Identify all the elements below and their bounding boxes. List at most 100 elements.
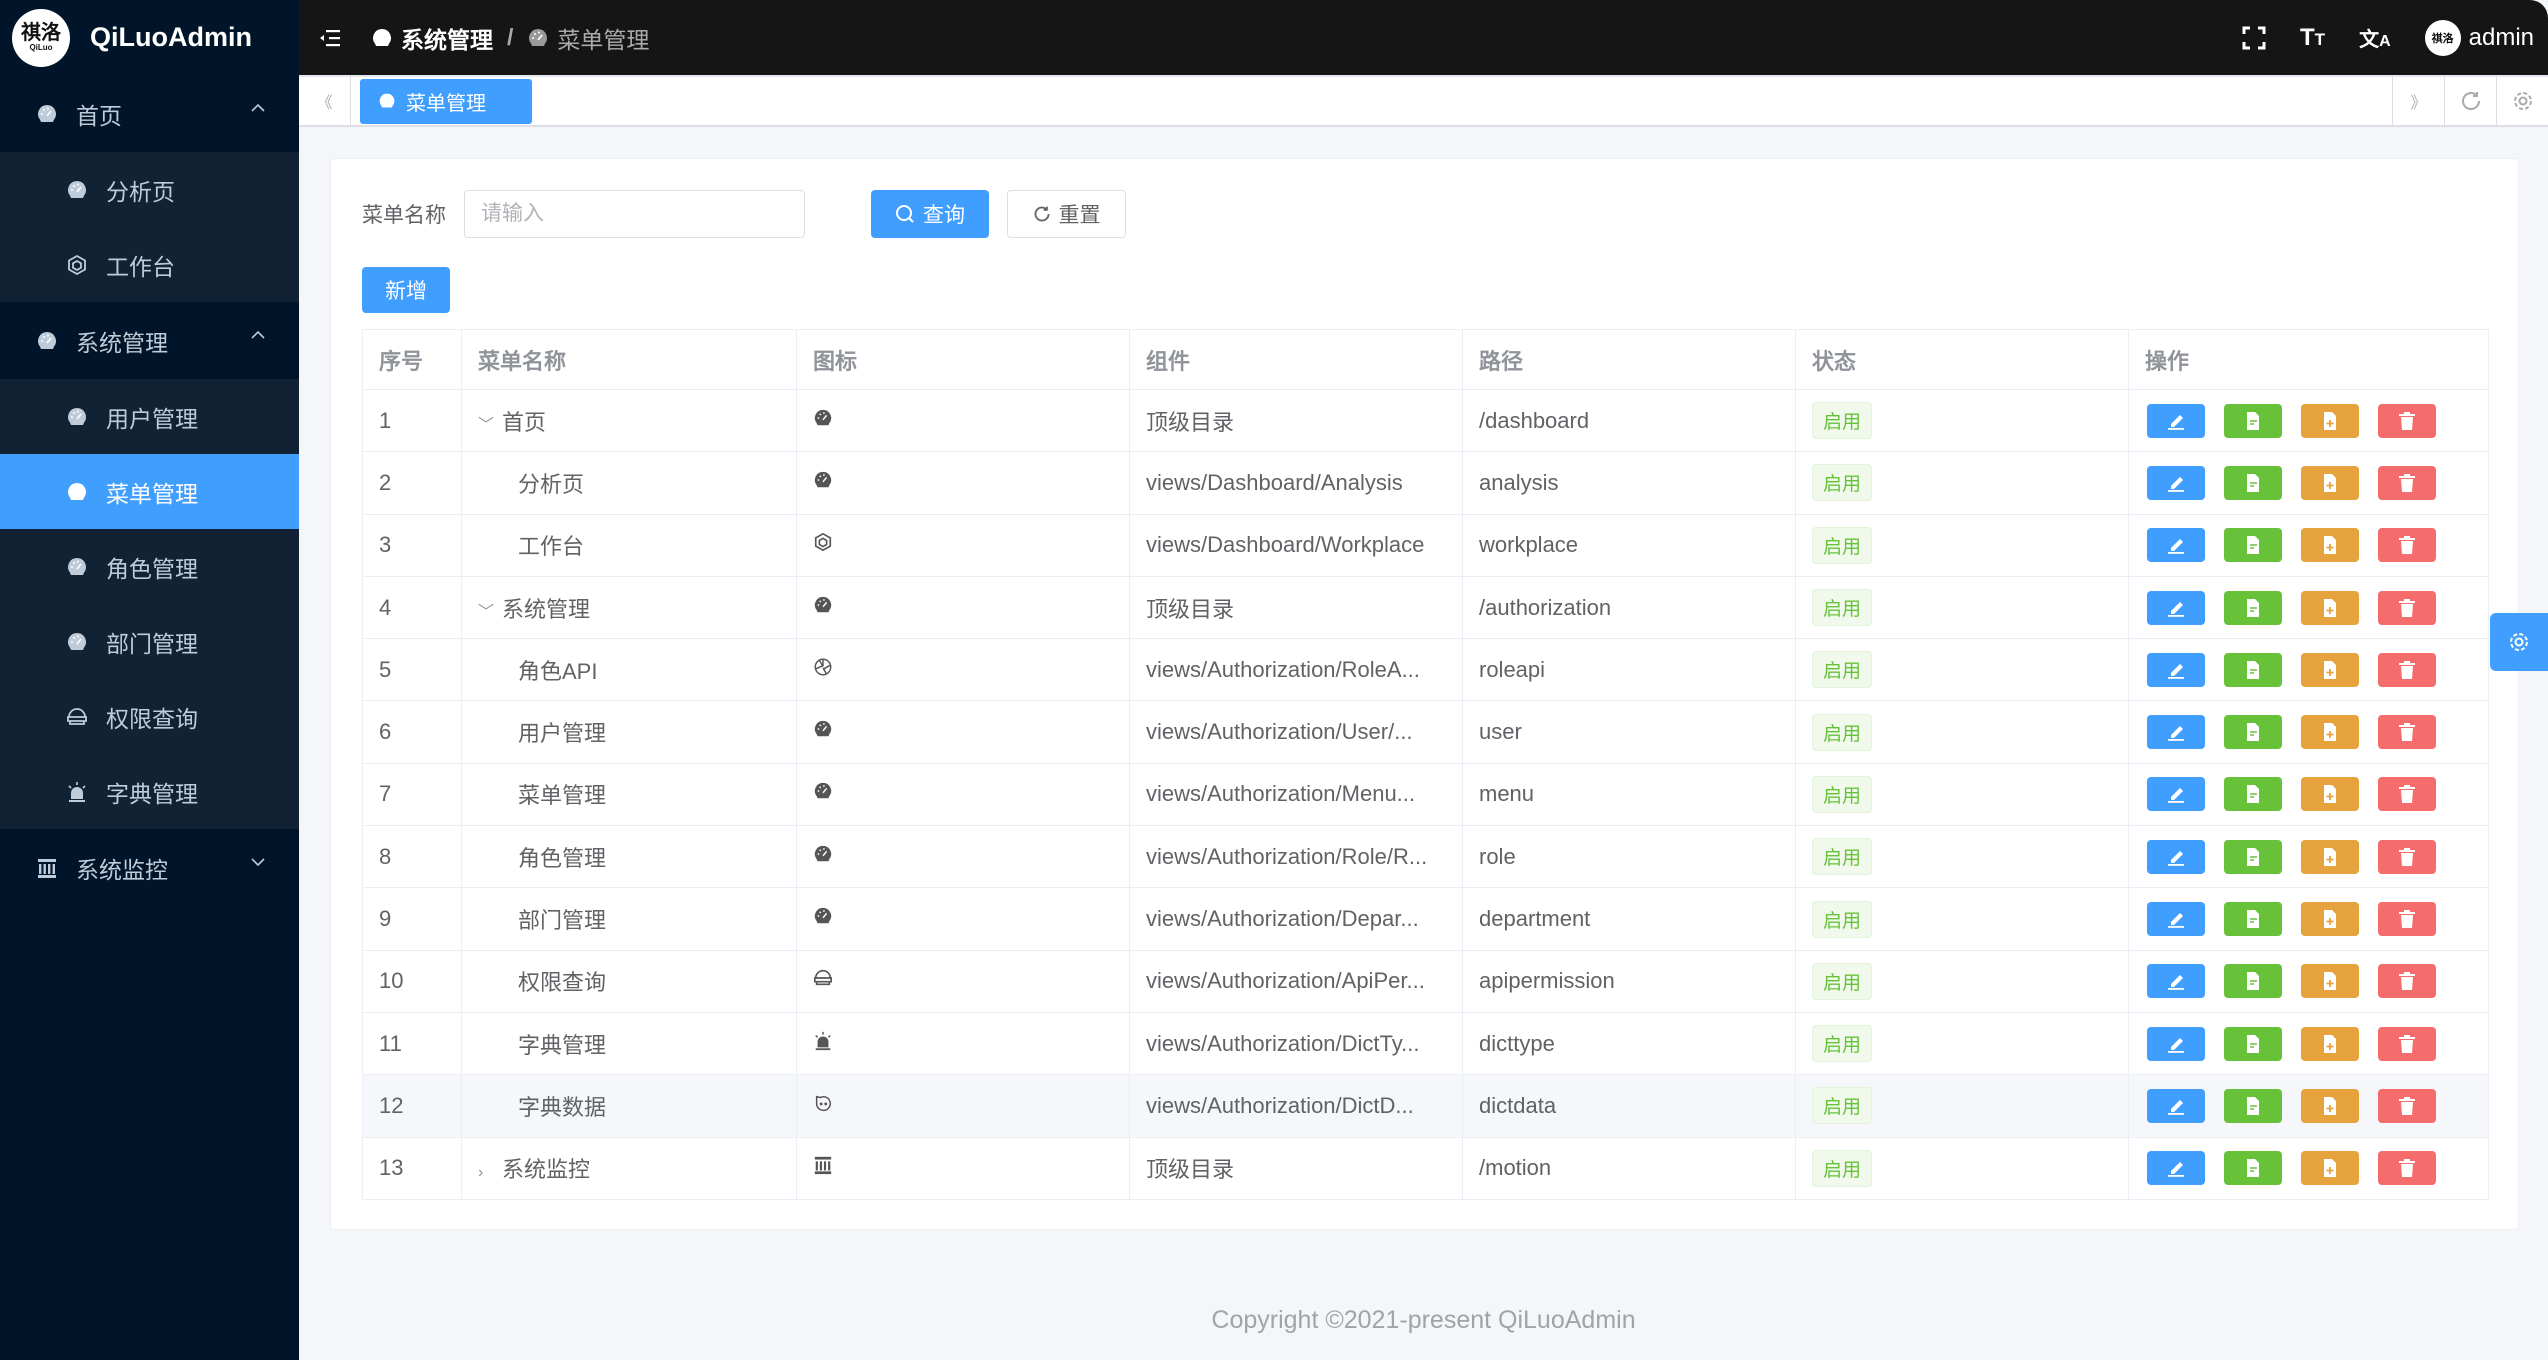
delete-button[interactable] [2378,528,2436,563]
edit-button[interactable] [2147,964,2205,999]
settings-drawer-button[interactable] [2490,613,2548,671]
delete-button[interactable] [2378,1151,2436,1186]
edit-button[interactable] [2147,652,2205,687]
add-child-button[interactable] [2301,590,2359,625]
detail-button[interactable] [2224,465,2282,500]
reset-button[interactable]: 重置 [1007,190,1126,238]
detail-button[interactable] [2224,403,2282,438]
add-child-button[interactable] [2301,777,2359,812]
delete-button[interactable] [2378,964,2436,999]
delete-button[interactable] [2378,777,2436,812]
edit-button[interactable] [2147,902,2205,937]
query-button[interactable]: 查询 [871,190,989,238]
sidebar-item[interactable]: 部门管理 [0,604,299,679]
edit-button[interactable] [2147,590,2205,625]
cell-component: 顶级目录 [1129,575,1463,640]
edit-button[interactable] [2147,1088,2205,1123]
fullscreen-icon[interactable] [2242,26,2266,50]
expand-arrow-icon[interactable]: ﹀ [478,416,495,434]
table-row[interactable]: 4 ﹀ 系统管理 顶级目录 /authorization 启用 [362,575,2489,640]
edit-button[interactable] [2147,1026,2205,1061]
detail-button[interactable] [2224,902,2282,937]
delete-button[interactable] [2378,465,2436,500]
detail-button[interactable] [2224,777,2282,812]
table-row[interactable]: 10 权限查询 views/Authorization/ApiPer... ap… [362,949,2489,1013]
edit-button[interactable] [2147,777,2205,812]
delete-button[interactable] [2378,715,2436,750]
detail-button[interactable] [2224,1151,2282,1186]
add-child-button[interactable] [2301,839,2359,874]
settings-icon[interactable] [2496,76,2548,126]
table-row[interactable]: 8 角色管理 views/Authorization/Role/R... rol… [362,825,2489,889]
add-child-button[interactable] [2301,1088,2359,1123]
translate-icon[interactable]: 文A [2359,29,2391,51]
add-child-button[interactable] [2301,465,2359,500]
delete-button[interactable] [2378,403,2436,438]
add-child-button[interactable] [2301,652,2359,687]
table-row[interactable]: 1 ﹀ 首页 顶级目录 /dashboard 启用 [362,388,2489,453]
add-child-button[interactable] [2301,902,2359,937]
sidebar-menu: 首页 分析页 工作台 系统管理 用户管理 菜单管理 角色管理 部门管理 权限查询 字典管理 系统监控 [0,75,299,906]
table-row[interactable]: 5 角色API views/Authorization/RoleA... rol… [362,638,2489,702]
sidebar-group-2[interactable]: 系统监控 [0,829,299,906]
sidebar-item[interactable]: 工作台 [0,227,299,302]
logo[interactable]: 祺洛 QiLuo QiLuoAdmin [0,0,299,75]
sidebar-item[interactable]: 菜单管理 [0,454,299,529]
sidebar-item[interactable]: 分析页 [0,152,299,227]
sidebar-item[interactable]: 用户管理 [0,379,299,454]
table-row[interactable]: 9 部门管理 views/Authorization/Depar... depa… [362,887,2489,951]
detail-button[interactable] [2224,652,2282,687]
edit-button[interactable] [2147,839,2205,874]
table-row[interactable]: 7 菜单管理 views/Authorization/Menu... menu … [362,762,2489,827]
table-row[interactable]: 12 字典数据 views/Authorization/DictD... dic… [362,1074,2489,1138]
detail-button[interactable] [2224,715,2282,750]
table-row[interactable]: 13 › 系统监控 顶级目录 /motion 启用 [362,1136,2489,1200]
sidebar-item[interactable]: 角色管理 [0,529,299,604]
tab-menu-management[interactable]: 菜单管理 [360,78,532,124]
detail-button[interactable] [2224,1026,2282,1061]
scroll-right-icon[interactable]: 》 [2392,76,2444,126]
add-child-button[interactable] [2301,403,2359,438]
detail-button[interactable] [2224,528,2282,563]
detail-button[interactable] [2224,964,2282,999]
delete-button[interactable] [2378,902,2436,937]
table-row[interactable]: 3 工作台 views/Dashboard/Workplace workplac… [362,513,2489,577]
edit-button[interactable] [2147,528,2205,563]
document-icon [2244,909,2262,929]
font-size-icon[interactable]: TT [2300,23,2326,51]
add-child-button[interactable] [2301,528,2359,563]
add-button[interactable]: 新增 [362,267,450,313]
edit-button[interactable] [2147,1151,2205,1186]
dashboard-icon [813,906,833,926]
delete-button[interactable] [2378,1026,2436,1061]
expand-arrow-icon[interactable]: ﹀ [478,603,495,621]
table-row[interactable]: 11 字典管理 views/Authorization/DictTy... di… [362,1011,2489,1076]
detail-button[interactable] [2224,590,2282,625]
refresh-icon[interactable] [2444,76,2496,126]
delete-button[interactable] [2378,652,2436,687]
edit-button[interactable] [2147,403,2205,438]
menu-name-input[interactable] [464,190,805,238]
edit-button[interactable] [2147,715,2205,750]
add-child-button[interactable] [2301,1026,2359,1061]
sidebar-item[interactable]: 字典管理 [0,754,299,829]
table-row[interactable]: 2 分析页 views/Dashboard/Analysis analysis … [362,451,2489,515]
add-child-button[interactable] [2301,964,2359,999]
table-row[interactable]: 6 用户管理 views/Authorization/User/... user… [362,700,2489,764]
sidebar-item[interactable]: 权限查询 [0,679,299,754]
collapse-sidebar-icon[interactable] [319,28,341,48]
add-child-button[interactable] [2301,1151,2359,1186]
sidebar-group-0[interactable]: 首页 [0,75,299,152]
detail-button[interactable] [2224,839,2282,874]
add-child-button[interactable] [2301,715,2359,750]
delete-button[interactable] [2378,1088,2436,1123]
detail-button[interactable] [2224,1088,2282,1123]
scroll-left-icon[interactable]: 《 [299,76,351,126]
delete-button[interactable] [2378,590,2436,625]
user-menu[interactable]: 祺洛 admin [2424,19,2534,56]
breadcrumb-item[interactable]: 系统管理 [401,26,493,53]
edit-button[interactable] [2147,465,2205,500]
delete-button[interactable] [2378,839,2436,874]
sidebar-group-1[interactable]: 系统管理 [0,302,299,379]
collapse-arrow-icon[interactable]: › [478,1164,484,1182]
